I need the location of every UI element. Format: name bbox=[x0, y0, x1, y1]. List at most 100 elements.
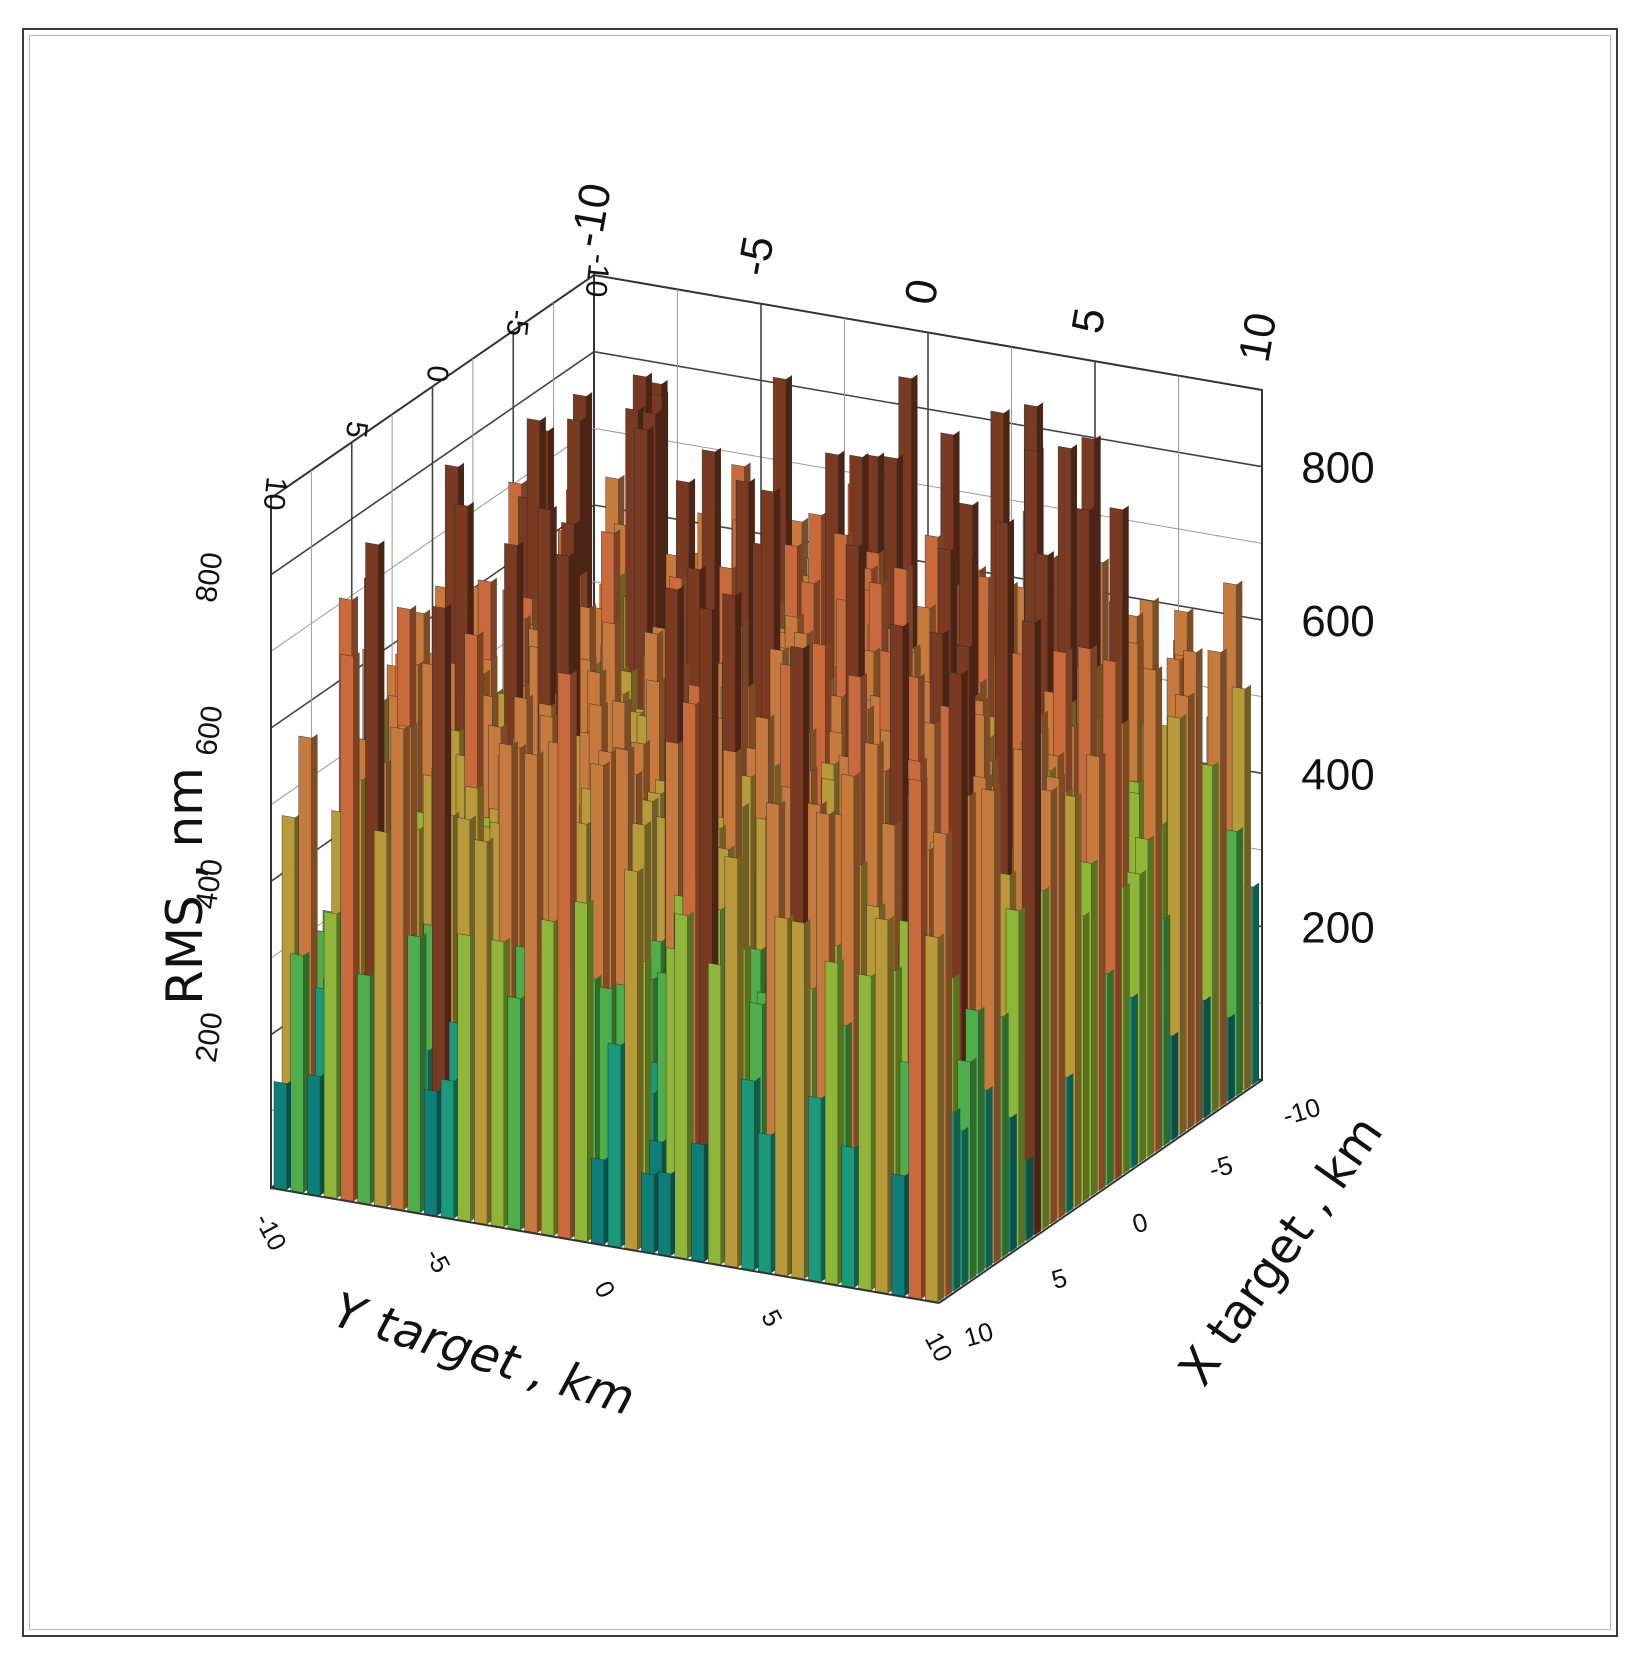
top-y-tick-label: 10 bbox=[257, 475, 293, 512]
bar-side bbox=[1075, 792, 1082, 1208]
bar-side bbox=[1204, 996, 1211, 1119]
bar bbox=[774, 916, 788, 1277]
right-z-tick-label: 600 bbox=[1301, 597, 1374, 646]
bar-side bbox=[1002, 1012, 1009, 1258]
bar-side bbox=[962, 1126, 969, 1286]
bar-side bbox=[587, 899, 594, 1242]
bar bbox=[357, 973, 371, 1205]
bar-side bbox=[1018, 906, 1025, 1247]
top-x-tick-label: 5 bbox=[1063, 304, 1116, 337]
right-z-tick-label: 400 bbox=[1301, 750, 1374, 799]
bar-side bbox=[1155, 666, 1163, 1152]
bar bbox=[741, 1078, 755, 1271]
top-x-tick-label: -5 bbox=[729, 232, 784, 279]
bar bbox=[908, 778, 922, 1300]
bar-side bbox=[1123, 882, 1130, 1174]
bar-side bbox=[1083, 911, 1090, 1202]
bar bbox=[858, 973, 872, 1291]
bar bbox=[490, 939, 504, 1228]
chart-bars bbox=[273, 372, 1260, 1303]
right-z-tick-label: 800 bbox=[1301, 444, 1374, 493]
bar-side bbox=[1034, 618, 1042, 1236]
y-tick-label: -5 bbox=[419, 1243, 456, 1278]
bar-side bbox=[1172, 1031, 1179, 1141]
bar-side bbox=[1107, 969, 1114, 1185]
bar-side bbox=[1099, 752, 1106, 1191]
top-x-tick-label: -10 bbox=[562, 180, 621, 251]
bar-side bbox=[1147, 835, 1155, 1158]
bar-side bbox=[1051, 786, 1058, 1224]
bar-side bbox=[1059, 773, 1066, 1219]
bar-side bbox=[1220, 648, 1227, 1107]
bar-side bbox=[1180, 713, 1187, 1135]
bar bbox=[674, 913, 688, 1260]
bar bbox=[557, 672, 571, 1239]
y-tick-label: 10 bbox=[919, 1327, 959, 1367]
bar bbox=[891, 1173, 905, 1297]
bar-side bbox=[1131, 993, 1138, 1169]
bar-side bbox=[1228, 1013, 1235, 1102]
bar bbox=[824, 960, 838, 1285]
x-tick-label: -5 bbox=[1206, 1149, 1236, 1184]
bar bbox=[373, 829, 388, 1208]
bar bbox=[407, 934, 421, 1214]
x-tick-label: -10 bbox=[1279, 1092, 1323, 1131]
left-z-tick-label: 400 bbox=[190, 857, 230, 911]
bar-side bbox=[1026, 1155, 1033, 1241]
bar bbox=[707, 962, 722, 1265]
bar-side bbox=[1164, 914, 1171, 1146]
bar bbox=[758, 1132, 772, 1274]
bar-side bbox=[954, 1107, 961, 1291]
bar bbox=[574, 901, 588, 1242]
bar-side bbox=[970, 1057, 977, 1280]
z-axis-title: RMS , nm bbox=[156, 767, 214, 1005]
bar bbox=[657, 1171, 671, 1257]
bar-side bbox=[1252, 882, 1260, 1085]
bar bbox=[874, 917, 889, 1294]
x-tick-label: 5 bbox=[1048, 1262, 1070, 1295]
front-bottom-edge bbox=[270, 1187, 940, 1304]
bar bbox=[307, 1074, 321, 1196]
bar-side bbox=[946, 829, 953, 1297]
right-z-tick-label: 200 bbox=[1301, 904, 1374, 953]
y-tick-label: 5 bbox=[755, 1305, 788, 1332]
bar bbox=[841, 1145, 855, 1288]
x-tick-label: 0 bbox=[1129, 1206, 1151, 1239]
bar-side bbox=[1115, 657, 1122, 1180]
bar-side bbox=[1139, 869, 1146, 1163]
bar-side bbox=[1212, 761, 1219, 1113]
bar bbox=[323, 911, 337, 1199]
y-tick-label: 0 bbox=[588, 1276, 621, 1303]
bar bbox=[925, 935, 939, 1303]
bar-side bbox=[978, 1006, 985, 1275]
left-z-tick-label: 600 bbox=[190, 704, 230, 758]
bar bbox=[808, 1095, 822, 1283]
bar-side bbox=[1067, 1072, 1074, 1213]
bar-side bbox=[994, 786, 1001, 1263]
bar bbox=[524, 752, 538, 1234]
bar-side bbox=[1196, 648, 1203, 1124]
bar bbox=[340, 653, 354, 1202]
left-z-tick-label: 800 bbox=[190, 550, 230, 604]
bar-side bbox=[637, 867, 644, 1251]
top-y-tick-label: 5 bbox=[339, 420, 374, 440]
bar-side bbox=[986, 1086, 993, 1269]
bar bbox=[624, 869, 638, 1251]
bar-side bbox=[1244, 684, 1251, 1091]
bar bbox=[607, 1042, 621, 1248]
bar-side bbox=[1091, 859, 1098, 1197]
bar-side bbox=[1188, 692, 1195, 1130]
top-y-tick-label: 0 bbox=[420, 364, 455, 384]
bar-side bbox=[937, 933, 945, 1302]
bar bbox=[440, 1078, 454, 1219]
x-axis-title: X target , km bbox=[1168, 1106, 1394, 1396]
right-bottom-edge bbox=[938, 1079, 1263, 1304]
chart-front-edges bbox=[270, 390, 1263, 1304]
bar bbox=[691, 1142, 705, 1262]
bar-side bbox=[1010, 1113, 1017, 1252]
bar bbox=[724, 856, 738, 1268]
bar bbox=[474, 839, 488, 1225]
bar bbox=[290, 953, 304, 1193]
